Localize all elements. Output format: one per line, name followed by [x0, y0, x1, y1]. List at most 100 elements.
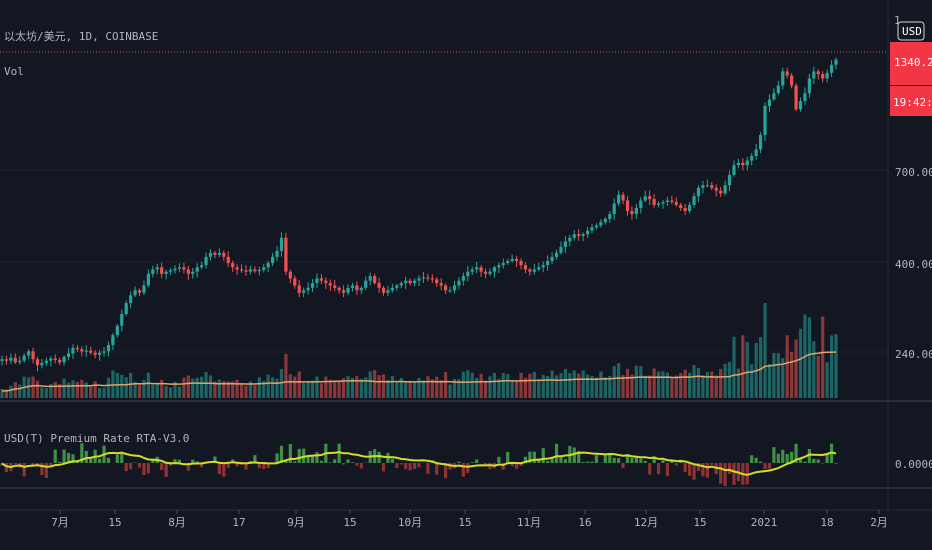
candle-body: [541, 265, 545, 268]
volume-bar: [200, 376, 204, 398]
candle-body: [62, 357, 66, 363]
countdown-label: 19:42:16: [893, 96, 932, 109]
volume-bar: [222, 380, 226, 398]
volume-bar: [435, 376, 439, 398]
volume-bar: [177, 386, 182, 398]
candle-body: [648, 196, 652, 200]
volume-bar: [541, 374, 545, 398]
candle-body: [191, 271, 195, 274]
candle-body: [155, 267, 159, 270]
indicator-tick: 0.0000: [895, 458, 932, 471]
volume-bar: [727, 361, 732, 398]
volume-bar: [350, 377, 355, 398]
candle-body: [390, 287, 394, 291]
premium-bar: [120, 452, 124, 463]
premium-bar: [408, 463, 412, 471]
candle-body: [679, 204, 683, 208]
premium-bar: [603, 454, 607, 463]
volume-bar: [834, 334, 838, 398]
time-axis-label: 15: [343, 516, 356, 529]
candle-body: [590, 227, 594, 231]
premium-bar: [160, 463, 164, 470]
candle-body: [275, 250, 279, 257]
candle-body: [164, 271, 168, 274]
candle-body: [324, 280, 328, 284]
premium-bar: [49, 463, 53, 467]
candle-body: [106, 345, 111, 352]
candle-body: [741, 162, 745, 166]
candle-body: [386, 290, 390, 293]
premium-bar: [643, 460, 647, 463]
premium-bar: [617, 458, 621, 463]
premium-bar: [710, 463, 714, 465]
currency-button-label[interactable]: USD: [902, 25, 922, 38]
premium-bar: [754, 457, 758, 463]
volume-bar: [670, 377, 674, 398]
volume-bar: [679, 373, 683, 398]
candle-body: [577, 234, 581, 236]
time-axis-label: 10月: [398, 516, 422, 529]
candle-body: [514, 258, 519, 261]
volume-bar: [581, 370, 585, 398]
volume-bar: [288, 374, 292, 398]
premium-bar: [692, 463, 696, 480]
candle-body: [213, 252, 217, 255]
candle-body: [554, 252, 559, 257]
candle-body: [146, 273, 150, 286]
candle-body: [812, 71, 816, 79]
premium-bar: [670, 460, 674, 463]
volume-bar: [40, 387, 44, 398]
premium-bar: [812, 458, 816, 463]
premium-bar: [346, 459, 350, 463]
currency-button[interactable]: [897, 21, 925, 41]
premium-bar: [35, 463, 40, 466]
price-tick-top: 1: [894, 14, 901, 27]
time-axis-label: 15: [458, 516, 471, 529]
premium-bar: [727, 463, 732, 474]
volume-bar: [630, 374, 634, 398]
premium-bar: [785, 454, 789, 463]
candle-body: [177, 267, 182, 269]
volume-bar: [798, 328, 803, 398]
volume-bar: [381, 374, 386, 398]
candle-body: [634, 207, 638, 215]
candle-body: [84, 350, 88, 352]
premium-bar: [701, 463, 705, 477]
candle-body: [222, 252, 226, 257]
volume-bar: [257, 377, 261, 398]
time-axis[interactable]: 7月 15 8月 17 9月 15 10月 15 11月 16 12月 15 2021 18 2月: [51, 510, 888, 529]
volume-bar: [639, 366, 643, 398]
premium-bar: [639, 458, 643, 463]
premium-bar: [89, 457, 93, 463]
candle-body: [160, 267, 164, 274]
candle-body: [133, 290, 137, 296]
volume-bar: [377, 375, 381, 398]
premium-bar: [541, 448, 545, 463]
premium-bar: [648, 463, 652, 475]
candle-body: [231, 263, 235, 268]
volume-legend[interactable]: Vol: [4, 65, 24, 78]
volume-bar: [483, 380, 488, 398]
pane-separator: [0, 487, 932, 489]
premium-bar: [359, 463, 363, 469]
symbol-legend[interactable]: 以太坊/美元, 1D, COINBASE: [4, 29, 158, 43]
volume-bars: [0, 303, 838, 398]
candle-body: [204, 256, 208, 266]
time-axis-label: 11月: [517, 516, 541, 529]
volume-bar: [373, 370, 377, 398]
volume-bar: [266, 374, 270, 398]
volume-bar: [231, 381, 235, 398]
indicator-legend[interactable]: USD(T) Premium Rate RTA-V3.0: [4, 432, 189, 445]
premium-bar: [461, 463, 465, 477]
premium-bar: [594, 455, 599, 463]
premium-bar: [350, 462, 355, 463]
candle-body: [66, 353, 71, 358]
candle-body: [772, 93, 776, 100]
candle-body: [435, 279, 439, 284]
candle-body: [714, 187, 718, 191]
candle-body: [9, 357, 13, 361]
volume-bar: [470, 372, 474, 398]
candle-body: [656, 203, 661, 205]
premium-bar: [630, 457, 634, 463]
